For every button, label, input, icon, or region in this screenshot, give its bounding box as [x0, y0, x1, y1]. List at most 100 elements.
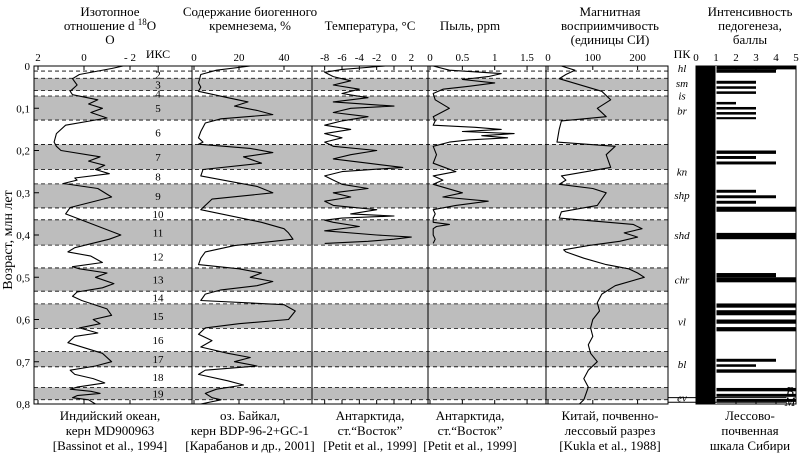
panel-title-line: восприимчивость [561, 18, 659, 33]
panel-dust: Пыль, ppm 0 0.5 1 1.5 Антарктида,ст.“Восток”[… [423, 18, 547, 453]
mis-stage-label-18: 18 [153, 372, 165, 384]
pk-unit-kn: kn [677, 167, 688, 179]
pedogenesis-bar [696, 112, 756, 115]
pedogenesis-bar [696, 273, 776, 278]
pk-header: ПК [674, 47, 692, 61]
y-axis-label: Возраст, млн лет [1, 190, 16, 290]
x-tick-label: 0 [693, 52, 699, 64]
x-tick-label: 0 [391, 52, 397, 64]
x-tick-label: 2 [35, 52, 41, 64]
mis-stage-label-4: 4 [155, 88, 161, 100]
panel-title-line: педогенеза, [718, 18, 782, 33]
pedogenesis-bar [696, 398, 796, 402]
mis-stage-label-14: 14 [153, 293, 165, 305]
pedogenesis-bar [696, 150, 776, 154]
mis-stage-label-3: 3 [155, 79, 161, 91]
panel-caption-line: Китай, почвенно- [562, 408, 659, 423]
panel-title-line: Содержание биогенного [183, 4, 317, 19]
pk-unit-vl: vl [678, 317, 686, 329]
pedogenesis-bar [696, 161, 776, 165]
pk-unit-br: br [677, 105, 688, 117]
panel-title-line: Пыль, ppm [440, 18, 500, 33]
x-tick-label: 1 [492, 52, 498, 64]
panel-caption-line: [Bassinot et al., 1994] [53, 438, 167, 453]
pedogenesis-bar [696, 66, 796, 70]
mis-stage-label-8: 8 [155, 172, 161, 184]
x-tick-label: 1 [713, 52, 719, 64]
pk-unit-bl: bl [678, 359, 687, 371]
x-tick-label: 2 [733, 52, 739, 64]
mis-stage-label-1: 1 [155, 64, 161, 76]
x-tick-label: 3 [753, 52, 759, 64]
y-tick-label: 0,8 [16, 399, 30, 411]
panel-caption-line: Индийский океан, [60, 408, 161, 423]
x-tick-label: 5 [793, 52, 799, 64]
panel-caption-line: шкала Сибири [710, 438, 790, 453]
mis-band-3 [34, 78, 668, 91]
panel-caption-line: керн BDP-96-2+GC-1 [191, 423, 309, 438]
panel-caption-line: лессовый разрез [565, 423, 656, 438]
mis-stage-label-12: 12 [153, 252, 164, 264]
mis-stage-label-5: 5 [155, 103, 161, 115]
x-tick-label: - 2 [124, 52, 136, 64]
pedogenesis-bar [696, 303, 796, 308]
x-tick-label: 200 [629, 52, 646, 64]
pedogenesis-bar [696, 310, 796, 316]
panel-caption-line: почвенная [721, 423, 778, 438]
mis-stage-label-13: 13 [153, 275, 165, 287]
panel-title-line: (единицы СИ) [571, 32, 650, 47]
y-tick-label: 0,4 [16, 230, 30, 242]
boundary-label-M: M [784, 394, 797, 409]
panel-caption-line: оз. Байкал, [220, 408, 280, 423]
panel-title-line: Температура, °С [325, 18, 416, 33]
mis-stage-label-9: 9 [155, 191, 161, 203]
x-tick-label: 0 [545, 52, 551, 64]
panel-caption-line: [Petit et al., 1999] [423, 438, 517, 453]
series-line-magnetic-susceptibility [556, 65, 645, 405]
panel-caption-line: Антарктида, [436, 408, 505, 423]
panel-title-line: отношение d 18O [64, 17, 156, 33]
y-tick-label: 0,5 [16, 272, 30, 284]
mis-band-15 [34, 303, 668, 329]
mis-stage-label-7: 7 [155, 152, 161, 164]
panel-frame [545, 65, 669, 405]
mis-header: ИКС [146, 47, 170, 61]
x-tick-label: 0 [191, 52, 197, 64]
x-tick-label: 0 [427, 52, 433, 64]
pedogenesis-bar [696, 319, 796, 324]
pedogenesis-bar [696, 69, 776, 73]
panel-caption-line: Лессово- [725, 408, 775, 423]
panel-title-line: O [105, 32, 114, 47]
mis-band-9 [34, 183, 668, 208]
x-tick-label: -6 [337, 52, 347, 64]
mis-band-13 [34, 267, 668, 292]
pk-unit-shp: shp [674, 190, 690, 202]
pedogenesis-bar [696, 189, 756, 193]
y-tick-label: 0 [25, 61, 31, 73]
panel-title-line: кремнезема, % [209, 18, 291, 33]
y-tick-label: 0,2 [16, 146, 30, 158]
pedogenesis-bar [696, 86, 756, 89]
panel-title-line: Интенсивность [708, 4, 793, 19]
y-tick-label: 0,3 [16, 188, 30, 200]
mis-stage-label-17: 17 [153, 354, 165, 366]
x-tick-label: 100 [585, 52, 602, 64]
mis-stage-label-11: 11 [153, 227, 164, 239]
x-tick-label: 40 [279, 52, 291, 64]
panel-caption-line: [Petit et al., 1999] [323, 438, 417, 453]
x-tick-label: -2 [372, 52, 381, 64]
panel-caption-line: [Kukla et al., 1988] [559, 438, 660, 453]
pedogenesis-bar [696, 106, 756, 110]
y-tick-label: 0,7 [16, 357, 30, 369]
series-line-isotope [53, 65, 124, 405]
panel-title-line: баллы [733, 32, 767, 47]
pedogenesis-bar [696, 358, 776, 362]
pedogenesis-bar [696, 277, 796, 283]
mis-stage-label-15: 15 [153, 311, 165, 323]
x-tick-label: 0 [81, 52, 87, 64]
mis-stage-label-2: 2 [155, 70, 161, 82]
